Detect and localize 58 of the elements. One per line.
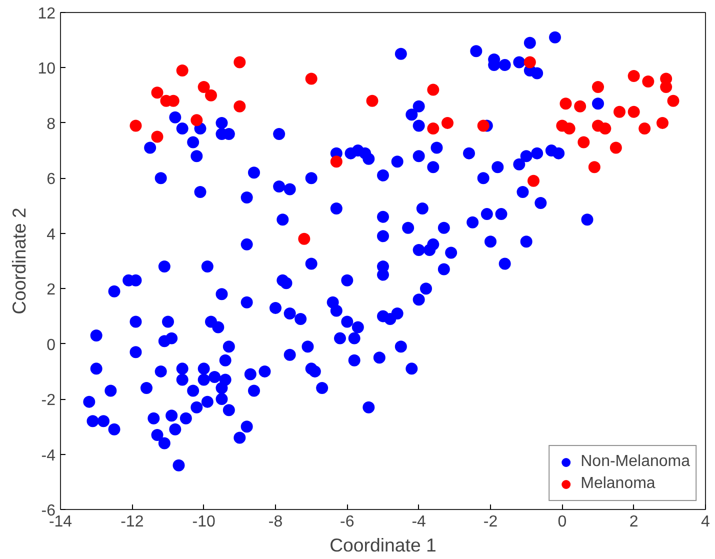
y-tick-label: 4	[46, 226, 56, 244]
point	[477, 120, 490, 132]
point	[574, 100, 586, 112]
y-axis-title: Coordinate 2	[8, 208, 30, 314]
point	[176, 64, 188, 76]
x-tick-label: -6	[340, 514, 354, 530]
point	[560, 98, 572, 110]
x-tick-label: -4	[412, 514, 426, 530]
y-tick-label: -2	[41, 392, 56, 410]
y-tick-label: 8	[46, 116, 56, 133]
point	[305, 72, 318, 85]
point	[592, 81, 604, 94]
point	[190, 114, 203, 126]
point	[298, 232, 310, 245]
legend-label: Non-Melanoma	[580, 453, 690, 471]
point	[442, 116, 454, 129]
x-tick-label: 2	[629, 514, 638, 530]
point	[198, 81, 210, 94]
point	[660, 81, 672, 94]
y-tick-label: 10	[38, 60, 56, 78]
point	[234, 100, 246, 112]
point	[234, 56, 246, 68]
point	[667, 94, 680, 107]
point	[628, 106, 640, 118]
y-tick-label: 0	[46, 336, 56, 354]
point	[524, 56, 536, 68]
point	[610, 142, 622, 154]
point	[628, 70, 640, 82]
y-tick-label: 2	[46, 282, 56, 299]
x-tick-label: -2	[483, 514, 498, 530]
x-axis-title: Coordinate 1	[330, 534, 436, 556]
point	[427, 84, 440, 96]
point	[599, 122, 612, 134]
x-tick-label: -8	[268, 514, 283, 530]
point	[656, 116, 668, 129]
x-tick-label: 0	[558, 514, 567, 530]
x-tick-label: -10	[192, 514, 216, 530]
point	[366, 94, 378, 107]
legend-label: Melanoma	[580, 475, 656, 493]
point	[642, 76, 654, 88]
y-tick-label: -6	[41, 502, 56, 520]
point	[588, 161, 600, 174]
y-tick-label: 6	[46, 171, 56, 188]
point	[151, 130, 164, 143]
point	[528, 174, 540, 187]
x-tick-label: -12	[120, 514, 144, 530]
point	[130, 120, 142, 132]
y-tick-label: -4	[41, 447, 56, 464]
point	[427, 122, 440, 134]
point	[614, 106, 626, 118]
point	[330, 156, 342, 168]
point	[151, 86, 164, 99]
y-tick-label: 12	[38, 6, 56, 22]
point	[638, 122, 651, 134]
x-tick-label: 4	[701, 514, 710, 530]
point	[205, 89, 217, 102]
point	[563, 122, 576, 134]
point	[578, 136, 590, 148]
